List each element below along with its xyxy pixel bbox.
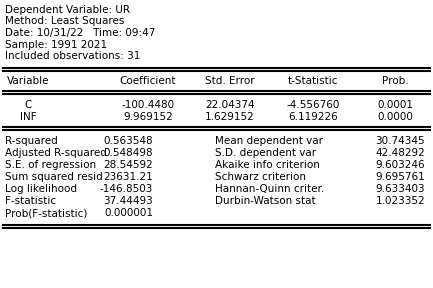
Text: Dependent Variable: UR: Dependent Variable: UR [5, 5, 130, 15]
Text: Sample: 1991 2021: Sample: 1991 2021 [5, 39, 107, 50]
Text: Log likelihood: Log likelihood [5, 184, 77, 194]
Text: 42.48292: 42.48292 [375, 148, 425, 158]
Text: 9.969152: 9.969152 [123, 112, 173, 122]
Text: Std. Error: Std. Error [205, 76, 255, 86]
Text: S.D. dependent var: S.D. dependent var [215, 148, 316, 158]
Text: S.E. of regression: S.E. of regression [5, 160, 96, 170]
Text: Date: 10/31/22   Time: 09:47: Date: 10/31/22 Time: 09:47 [5, 28, 155, 38]
Text: Variable: Variable [7, 76, 49, 86]
Text: 1.023352: 1.023352 [375, 196, 425, 206]
Text: Prob(F-statistic): Prob(F-statistic) [5, 208, 87, 218]
Text: Mean dependent var: Mean dependent var [215, 136, 323, 146]
Text: 0.0000: 0.0000 [377, 112, 413, 122]
Text: 0.548498: 0.548498 [103, 148, 153, 158]
Text: Prob.: Prob. [381, 76, 408, 86]
Text: Akaike info criterion: Akaike info criterion [215, 160, 320, 170]
Text: 0.000001: 0.000001 [104, 208, 153, 218]
Text: t-Statistic: t-Statistic [288, 76, 338, 86]
Text: 1.629152: 1.629152 [205, 112, 255, 122]
Text: 22.04374: 22.04374 [205, 100, 255, 110]
Text: Hannan-Quinn criter.: Hannan-Quinn criter. [215, 184, 324, 194]
Text: 6.119226: 6.119226 [288, 112, 338, 122]
Text: Sum squared resid: Sum squared resid [5, 172, 103, 182]
Text: 37.44493: 37.44493 [103, 196, 153, 206]
Text: C: C [24, 100, 32, 110]
Text: Coefficient: Coefficient [120, 76, 176, 86]
Text: 0.0001: 0.0001 [377, 100, 413, 110]
Text: 28.54592: 28.54592 [103, 160, 153, 170]
Text: Included observations: 31: Included observations: 31 [5, 51, 140, 61]
Text: Adjusted R-squared: Adjusted R-squared [5, 148, 107, 158]
Text: Durbin-Watson stat: Durbin-Watson stat [215, 196, 316, 206]
Text: INF: INF [19, 112, 36, 122]
Text: Schwarz criterion: Schwarz criterion [215, 172, 306, 182]
Text: 30.74345: 30.74345 [375, 136, 425, 146]
Text: 9.603246: 9.603246 [375, 160, 425, 170]
Text: 9.633403: 9.633403 [375, 184, 425, 194]
Text: 9.695761: 9.695761 [375, 172, 425, 182]
Text: -100.4480: -100.4480 [121, 100, 174, 110]
Text: Method: Least Squares: Method: Least Squares [5, 16, 124, 26]
Text: -4.556760: -4.556760 [286, 100, 339, 110]
Text: -146.8503: -146.8503 [100, 184, 153, 194]
Text: 0.563548: 0.563548 [103, 136, 153, 146]
Text: 23631.21: 23631.21 [103, 172, 153, 182]
Text: R-squared: R-squared [5, 136, 58, 146]
Text: F-statistic: F-statistic [5, 196, 56, 206]
